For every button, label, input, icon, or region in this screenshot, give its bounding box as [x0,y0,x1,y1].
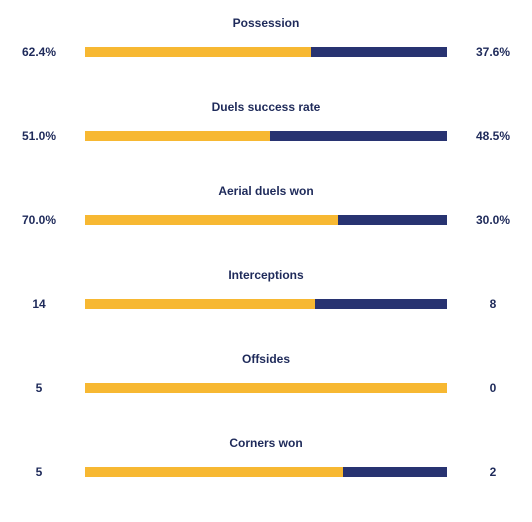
away-value: 37.6% [475,45,511,59]
stat-interceptions: Interceptions 14 8 [0,267,532,351]
home-value: 70.0% [21,213,57,227]
away-value: 48.5% [475,129,511,143]
away-value: 30.0% [475,213,511,227]
comparison-bar [85,299,447,309]
home-bar-segment [85,383,447,393]
stat-title: Aerial duels won [218,184,314,198]
away-bar-segment [310,47,447,57]
home-value: 5 [35,465,43,479]
stat-corners-won: Corners won 5 2 [0,435,532,519]
stat-aerial-duels-won: Aerial duels won 70.0% 30.0% [0,183,532,267]
comparison-bar [85,467,447,477]
stat-title: Duels success rate [211,100,321,114]
home-value: 51.0% [21,129,57,143]
stat-duels-success-rate: Duels success rate 51.0% 48.5% [0,99,532,183]
home-bar-segment [85,299,316,309]
away-bar-segment [269,131,447,141]
home-bar-segment [85,467,344,477]
comparison-bar [85,131,447,141]
away-value: 2 [489,465,497,479]
home-value: 62.4% [21,45,57,59]
stat-title: Interceptions [228,268,304,282]
home-value: 5 [35,381,43,395]
stat-title: Corners won [229,436,303,450]
away-value: 8 [489,297,497,311]
stat-offsides: Offsides 5 0 [0,351,532,435]
stat-title: Offsides [241,352,290,366]
away-bar-segment [338,215,447,225]
away-value: 0 [489,381,497,395]
home-bar-segment [85,215,339,225]
away-bar-segment [315,299,447,309]
away-bar-segment [343,467,447,477]
comparison-bar [85,383,447,393]
home-bar-segment [85,131,270,141]
home-value: 14 [32,297,46,311]
stat-possession: Possession 62.4% 37.6% [0,15,532,99]
comparison-bar [85,47,447,57]
home-bar-segment [85,47,311,57]
stat-title: Possession [232,16,300,30]
comparison-bar [85,215,447,225]
